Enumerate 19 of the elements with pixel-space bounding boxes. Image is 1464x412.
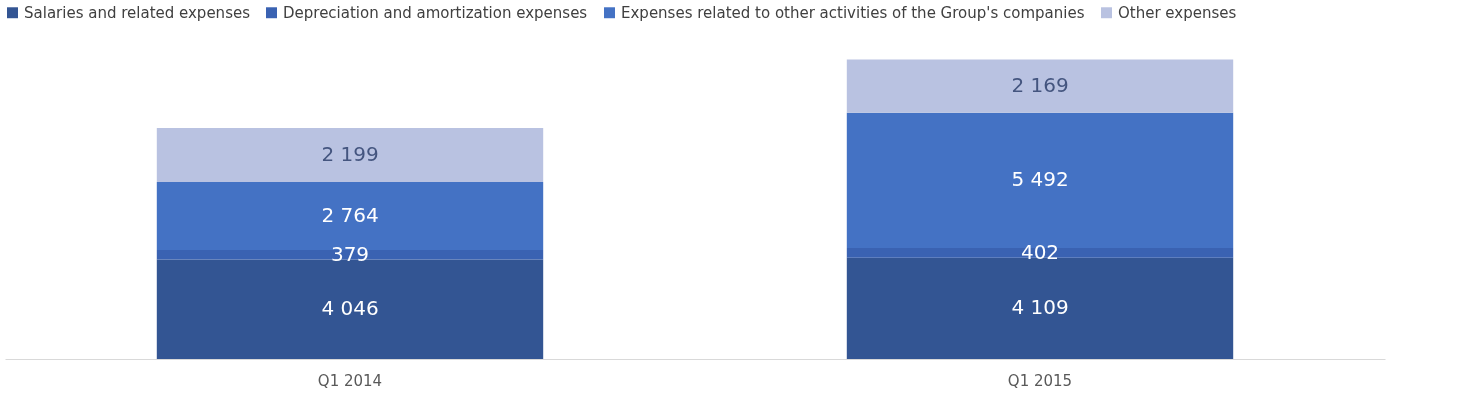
data-label: 4 109: [1011, 295, 1069, 320]
legend-label: Depreciation and amortization expenses: [283, 3, 588, 22]
bar: [846, 247, 1234, 258]
data-label: 2 169: [1011, 73, 1069, 98]
bar: [156, 259, 544, 359]
legend-label: Other expenses: [1118, 3, 1237, 22]
x-tick-label: Q1 2015: [1007, 371, 1073, 390]
legend-label: Expenses related to other activities of the Group's companies: [621, 3, 1085, 22]
legend-label: Salaries and related expenses: [24, 3, 251, 22]
data-label: 4 046: [321, 296, 379, 321]
data-label: 2 764: [321, 203, 379, 228]
data-label: 2 199: [321, 141, 379, 166]
bar: [156, 127, 544, 183]
bar: [846, 59, 1234, 113]
data-label: 379: [330, 241, 370, 266]
x-tick-label: Q1 2014: [317, 371, 383, 390]
data-label: 5 492: [1011, 167, 1069, 192]
data-label: 402: [1020, 239, 1060, 264]
bar: [846, 257, 1234, 359]
